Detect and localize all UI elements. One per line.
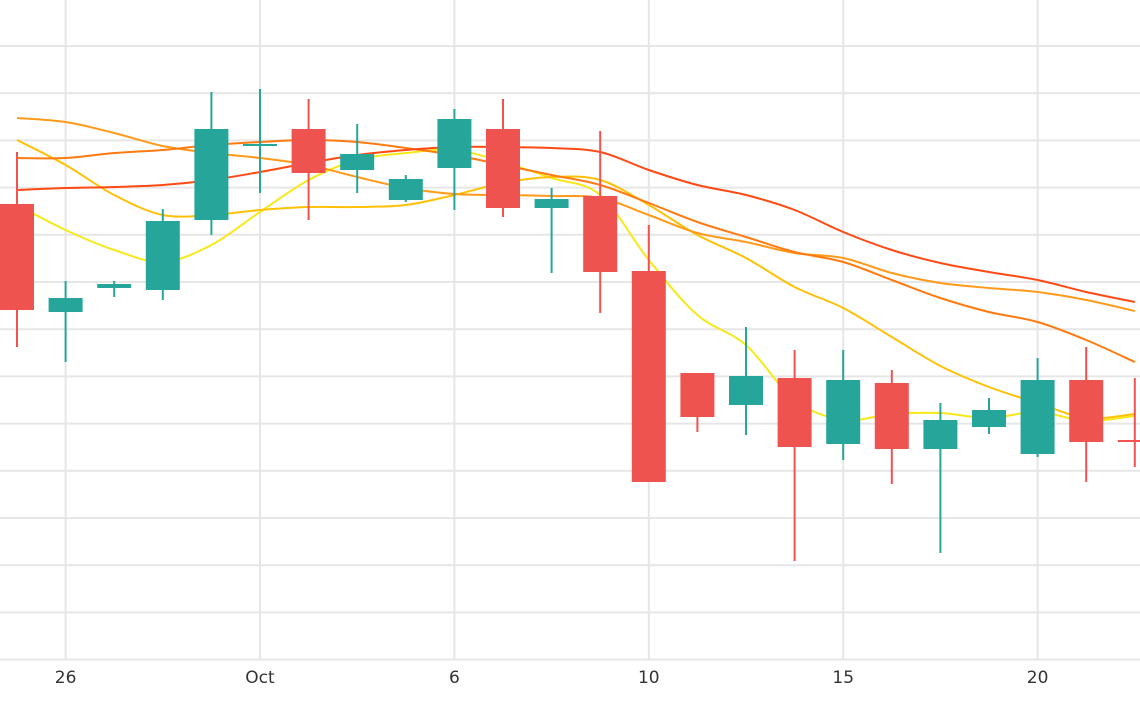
candle-down — [583, 131, 618, 313]
ma-red-line — [16, 145, 1136, 303]
candle-down — [1069, 347, 1104, 482]
candle-body — [1020, 380, 1055, 454]
x-tick-label: 10 — [638, 668, 660, 688]
candle-body — [1117, 440, 1140, 442]
candles — [0, 89, 1140, 561]
candle-up — [388, 175, 423, 202]
x-tick-label: 15 — [832, 668, 854, 688]
candle-down — [680, 373, 715, 432]
candle-body — [243, 144, 277, 146]
candle-down — [874, 370, 909, 484]
x-tick-label: 26 — [55, 668, 77, 688]
candle-up — [826, 350, 861, 460]
candle-body — [0, 204, 34, 310]
candle-body — [583, 196, 618, 272]
candle-up — [48, 281, 83, 362]
candle-body — [826, 380, 861, 444]
candle-down — [1117, 378, 1140, 467]
candle-body — [729, 376, 763, 405]
candle-body — [874, 383, 909, 449]
candle-down — [777, 350, 812, 561]
candle-down — [0, 152, 34, 347]
candle-body — [923, 420, 958, 449]
candle-body — [972, 410, 1006, 427]
candle-up — [97, 281, 132, 297]
candle-down — [291, 99, 326, 220]
candle-body — [631, 271, 666, 482]
candle-up — [243, 89, 277, 193]
candle-body — [437, 119, 472, 168]
candle-up — [923, 403, 958, 553]
candle-body — [291, 129, 326, 173]
candle-up — [194, 92, 229, 235]
candle-up — [729, 327, 763, 435]
grid — [0, 0, 1140, 661]
candle-body — [97, 284, 132, 288]
candle-up — [1020, 358, 1055, 457]
candle-up — [340, 124, 375, 193]
candle-body — [388, 179, 423, 200]
candle-down — [486, 99, 520, 217]
candle-body — [777, 378, 812, 447]
candle-down — [631, 225, 666, 482]
candle-body — [1069, 380, 1104, 442]
candle-body — [48, 298, 83, 312]
candle-up — [437, 109, 472, 210]
candle-up — [972, 398, 1006, 434]
candle-body — [145, 221, 180, 290]
candle-up — [145, 209, 180, 300]
candle-body — [534, 199, 569, 208]
candle-body — [340, 154, 375, 170]
candle-up — [534, 188, 569, 273]
candle-body — [194, 129, 229, 220]
x-tick-label: Oct — [245, 668, 275, 688]
x-tick-label: 6 — [449, 668, 460, 688]
candle-body — [486, 129, 520, 208]
x-tick-label: 20 — [1027, 668, 1049, 688]
x-axis-ticks: 26 Oct 6 10 15 20 — [55, 668, 1049, 688]
candle-body — [680, 373, 715, 417]
